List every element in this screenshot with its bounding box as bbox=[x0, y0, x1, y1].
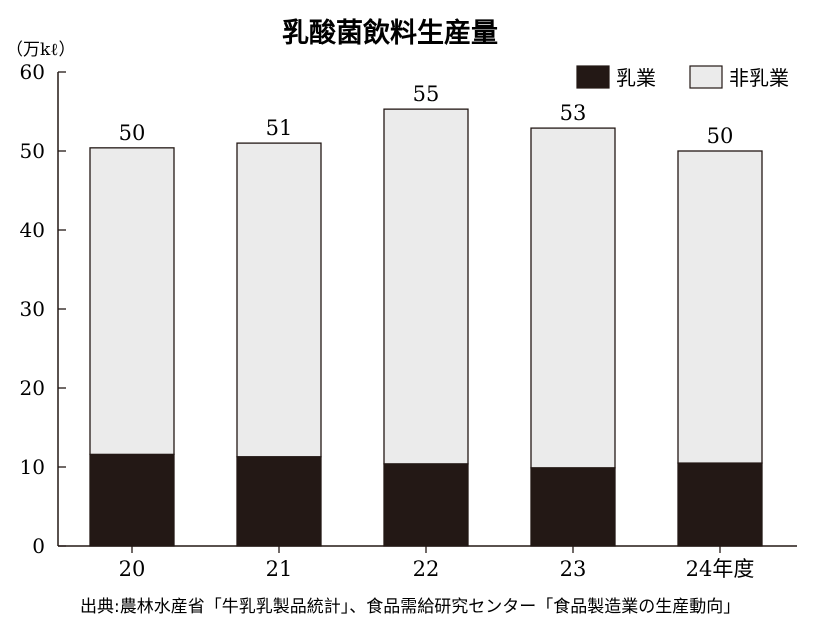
bar-segment-non-dairy-3 bbox=[530, 127, 616, 469]
legend-label-dairy: 乳業 bbox=[616, 66, 656, 90]
total-value-label-4: 50 bbox=[707, 124, 734, 148]
y-tick-label-4: 40 bbox=[20, 218, 45, 242]
y-tick-label-3: 30 bbox=[20, 297, 45, 321]
bar-segment-dairy-3 bbox=[530, 467, 616, 547]
bar-segment-dairy-1 bbox=[236, 456, 322, 547]
bar-segment-non-dairy-4 bbox=[677, 150, 763, 464]
x-tick-label-1: 21 bbox=[266, 557, 293, 581]
total-value-label-2: 55 bbox=[413, 82, 440, 106]
y-tick-label-2: 20 bbox=[20, 376, 45, 400]
bar-segment-non-dairy-2 bbox=[383, 108, 469, 465]
bar-segment-dairy-0 bbox=[89, 453, 175, 547]
source-note: 出典:農林水産省「牛乳乳製品統計」、食品需給研究センター「食品製造業の生産動向」 bbox=[80, 597, 740, 617]
x-tick-label-3: 23 bbox=[560, 557, 587, 581]
total-value-label-1: 51 bbox=[266, 116, 293, 140]
bars: 50 51 55 53 50 bbox=[89, 82, 763, 547]
bar-segment-non-dairy-0 bbox=[89, 147, 175, 456]
y-tick-label-1: 10 bbox=[20, 455, 45, 479]
bar-segment-dairy-4 bbox=[677, 462, 763, 547]
x-tick-label-4: 24年度 bbox=[686, 557, 755, 581]
axes: 20 21 22 23 24年度 0 10 20 30 40 50 60 bbox=[20, 60, 797, 581]
total-value-label-3: 53 bbox=[560, 101, 587, 125]
y-tick-label-0: 0 bbox=[32, 534, 45, 558]
y-tick-label-5: 50 bbox=[20, 139, 45, 163]
total-value-label-0: 50 bbox=[119, 121, 146, 145]
y-axis-unit: （万kℓ） bbox=[6, 40, 75, 60]
chart-title: 乳酸菌飲料生産量 bbox=[282, 17, 498, 49]
legend-swatch-dairy bbox=[576, 65, 610, 89]
x-tick-label-2: 22 bbox=[413, 557, 440, 581]
x-tick-label-0: 20 bbox=[119, 557, 146, 581]
legend-label-non-dairy: 非乳業 bbox=[729, 66, 789, 90]
legend: 乳業 非乳業 bbox=[576, 65, 789, 90]
bar-segment-dairy-2 bbox=[383, 463, 469, 547]
y-tick-label-6: 60 bbox=[20, 60, 45, 84]
bar-segment-non-dairy-1 bbox=[236, 142, 322, 458]
legend-swatch-non-dairy bbox=[689, 65, 723, 89]
